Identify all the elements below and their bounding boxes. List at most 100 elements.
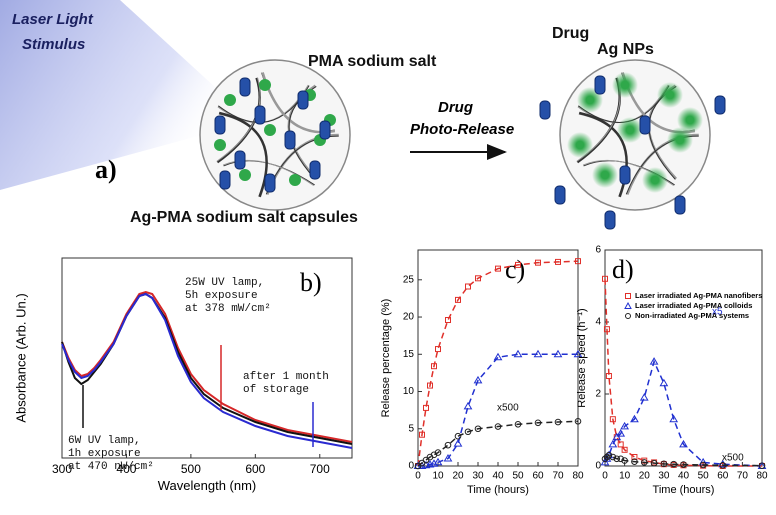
y-tick-label: 0 bbox=[408, 461, 414, 472]
data-point bbox=[573, 349, 583, 358]
data-point bbox=[608, 439, 618, 448]
legend-label: Laser irradiated Ag-PMA nanofibers bbox=[635, 291, 762, 300]
process-text: Photo-Release bbox=[410, 121, 514, 138]
x-tick-label: 80 bbox=[756, 471, 768, 482]
capsule bbox=[199, 59, 351, 211]
x-tick-label: 0 bbox=[602, 471, 608, 482]
data-point bbox=[670, 460, 677, 468]
data-point bbox=[465, 283, 471, 290]
data-point bbox=[464, 428, 472, 436]
data-point bbox=[679, 439, 688, 448]
drug-label: Drug bbox=[552, 25, 589, 42]
series-line bbox=[417, 260, 579, 467]
y-tick-label: 10 bbox=[403, 386, 415, 397]
series-line bbox=[61, 290, 353, 443]
data-point bbox=[555, 258, 561, 265]
y-tick-label: 15 bbox=[403, 349, 415, 360]
nanoparticle bbox=[214, 139, 226, 151]
nanoparticle bbox=[239, 169, 251, 181]
x-tick-label: 400 bbox=[116, 462, 136, 476]
polymer-chain bbox=[218, 111, 268, 198]
data-point bbox=[613, 455, 621, 463]
series-line bbox=[61, 292, 353, 449]
data-point bbox=[617, 441, 624, 448]
data-point bbox=[649, 357, 659, 365]
data-point bbox=[605, 451, 613, 459]
data-point bbox=[463, 401, 473, 410]
annotation: at 470 nW/cm² bbox=[68, 461, 154, 473]
data-point bbox=[455, 296, 461, 303]
y-tick-label: 5 bbox=[408, 423, 414, 434]
x-tick-label: 10 bbox=[619, 471, 631, 482]
data-point bbox=[443, 454, 453, 462]
data-point bbox=[601, 455, 609, 463]
data-point bbox=[630, 414, 639, 423]
capsule-label: Ag-PMA sodium salt capsules bbox=[130, 209, 358, 226]
y-tick-label: 20 bbox=[403, 312, 415, 323]
data-point bbox=[602, 275, 608, 282]
drug-molecule bbox=[594, 75, 606, 95]
x-axis-label: Time (hours) bbox=[653, 484, 715, 496]
y-tick-label: 25 bbox=[403, 274, 415, 285]
data-point bbox=[640, 459, 648, 466]
annotation: x5 bbox=[712, 307, 723, 318]
series-line bbox=[417, 420, 579, 467]
data-point bbox=[616, 429, 626, 437]
process-text: Drug bbox=[438, 99, 473, 116]
data-point bbox=[659, 378, 669, 387]
x-tick-label: 80 bbox=[572, 471, 584, 482]
drug-molecule bbox=[714, 95, 726, 115]
laser-beam bbox=[0, 0, 240, 190]
annotation: of storage bbox=[243, 384, 309, 396]
y-axis-label: Absorbance (Arb. Un.) bbox=[13, 293, 28, 422]
data-point bbox=[554, 418, 562, 426]
polymer-label: PMA sodium salt bbox=[308, 53, 437, 70]
legend-marker bbox=[625, 313, 631, 319]
x-tick-label: 500 bbox=[181, 462, 201, 476]
drug-molecule bbox=[619, 165, 631, 185]
x-tick-label: 50 bbox=[512, 471, 524, 482]
y-tick-label: 6 bbox=[595, 245, 601, 256]
panel-label: d) bbox=[612, 255, 634, 284]
y-tick-label: 4 bbox=[595, 317, 601, 328]
series-line bbox=[604, 359, 763, 467]
data-point bbox=[454, 432, 462, 440]
data-point bbox=[600, 457, 610, 466]
drug-molecule bbox=[264, 173, 276, 193]
data-point bbox=[533, 349, 543, 358]
data-point bbox=[639, 393, 649, 401]
drug-molecule bbox=[554, 185, 566, 205]
data-point bbox=[434, 449, 442, 456]
legend-marker bbox=[624, 301, 632, 309]
drug-molecule bbox=[674, 195, 686, 215]
data-point bbox=[620, 421, 629, 430]
x-tick-label: 30 bbox=[472, 471, 484, 482]
data-point bbox=[617, 455, 625, 463]
drug-molecule bbox=[234, 150, 246, 170]
nanoparticle bbox=[592, 162, 618, 188]
data-point bbox=[494, 423, 502, 430]
x-tick-label: 10 bbox=[432, 471, 444, 482]
data-point bbox=[621, 446, 628, 453]
data-point bbox=[514, 420, 522, 428]
data-point bbox=[660, 460, 668, 468]
x-tick-label: 40 bbox=[678, 471, 690, 482]
annotation: 1h exposure bbox=[68, 448, 141, 460]
x-tick-label: 60 bbox=[717, 471, 729, 482]
data-point bbox=[445, 317, 451, 324]
nanoparticle bbox=[567, 132, 593, 158]
drug-molecule bbox=[639, 115, 651, 135]
drug-molecule bbox=[239, 77, 251, 97]
x-tick-label: 50 bbox=[698, 471, 710, 482]
x-tick-label: 0 bbox=[415, 471, 421, 482]
nanoparticle bbox=[289, 174, 301, 186]
drug-molecule bbox=[254, 105, 266, 125]
drug-molecule bbox=[309, 160, 321, 180]
data-point bbox=[553, 349, 563, 358]
series-line bbox=[61, 292, 353, 445]
stimulus-text: Laser Light bbox=[12, 11, 94, 28]
chart-panel: 0 10 20 30 40 50 60 70 80 0 5 10 15 20 25 Time (hours) R… bbox=[380, 249, 584, 496]
nanoparticle bbox=[264, 124, 276, 136]
data-point bbox=[575, 258, 581, 265]
plot-frame bbox=[61, 257, 353, 459]
